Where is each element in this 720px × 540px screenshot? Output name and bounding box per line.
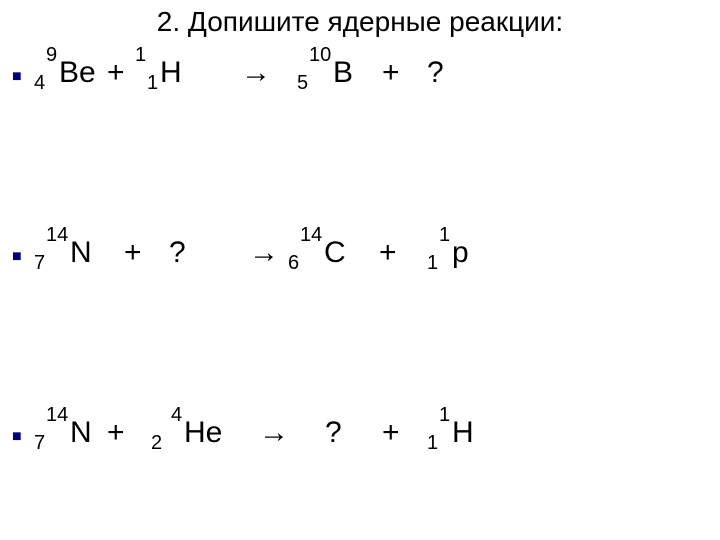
eq-token-sup: 14 [46,224,68,247]
eq-token-sub: 6 [288,252,299,275]
eq-token-sup: 4 [171,404,182,427]
eq-token-main: + [107,416,125,450]
eq-token-main: H [452,416,474,450]
eq-token-sub: 7 [34,432,45,455]
eq-token-main: Be [59,56,96,90]
eq-token-main: ? [427,56,444,90]
equation-list: ■ 49Be+11H→510B+? ■ 714N+?→614C+11p ■ 71… [0,42,720,472]
eq-token-sup: 1 [135,44,146,67]
eq-token-main: → [241,56,271,90]
eq-token-sub: 4 [34,72,45,95]
eq-token-sub: 1 [427,432,438,455]
bullet-icon: ■ [12,402,26,472]
eq-token-main: + [124,236,142,270]
eq-token-main: → [249,236,279,270]
eq-token-main: H [160,56,182,90]
eq-token-sub: 7 [34,252,45,275]
eq-token-main: N [70,416,92,450]
eq-token-main: B [333,56,353,90]
eq-token-main: + [382,56,400,90]
eq-token-main: N [70,236,92,270]
eq-token-sup: 9 [46,44,57,67]
list-item: ■ 49Be +11H → 510B +? [12,42,708,112]
eq-token-main: → [259,416,289,450]
eq-token-sup: 14 [300,224,322,247]
eq-token-main: ? [169,236,186,270]
slide-title: 2. Допишите ядерные реакции: [0,0,720,42]
bullet-icon: ■ [12,42,26,112]
eq-token-sup: 10 [309,44,331,67]
eq-token-sub: 5 [297,72,308,95]
eq-token-main: + [382,416,400,450]
bullet-icon: ■ [12,222,26,292]
eq-token-main: He [184,416,222,450]
eq-token-main: C [324,236,346,270]
eq-token-sub: 2 [151,432,162,455]
list-item: ■ 714N+?→614C+11p [12,222,708,292]
eq-token-sub: 1 [147,72,158,95]
eq-token-main: + [379,236,397,270]
eq-token-main: + [107,56,125,90]
eq-token-sup: 1 [439,224,450,247]
eq-token-sup: 1 [439,404,450,427]
list-item: ■ 714N +24He →? +11H [12,402,708,472]
eq-token-main: ? [325,416,342,450]
eq-token-main: p [452,236,469,270]
eq-token-sup: 14 [46,404,68,427]
eq-token-sub: 1 [427,252,438,275]
